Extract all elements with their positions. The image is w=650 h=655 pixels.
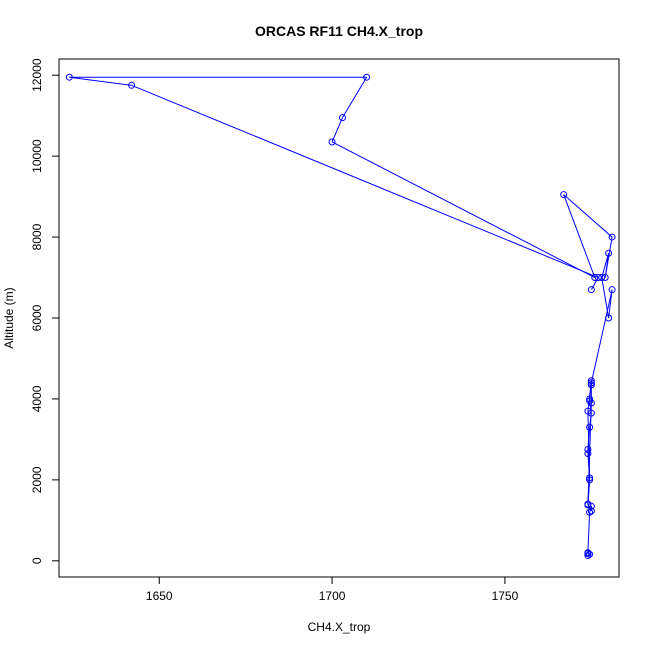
y-tick-label: 4000	[30, 385, 44, 412]
data-point	[591, 274, 599, 282]
data-point	[594, 274, 602, 282]
x-axis-label: CH4.X_trop	[308, 620, 371, 634]
x-tick-label: 1650	[146, 589, 173, 603]
data-point	[584, 552, 592, 560]
data-point	[586, 476, 594, 484]
x-tick-label: 1700	[319, 589, 346, 603]
data-point	[587, 399, 595, 407]
data-point	[584, 501, 592, 509]
data-point	[605, 249, 613, 257]
y-tick-label: 0	[30, 557, 44, 564]
y-tick-label: 2000	[30, 466, 44, 493]
y-tick-label: 12000	[30, 58, 44, 92]
data-point	[584, 549, 592, 557]
series-segment	[590, 289, 613, 383]
series-segment	[587, 553, 590, 555]
plot-frame	[58, 58, 620, 578]
series-segment	[601, 253, 610, 278]
x-tick-label: 1750	[492, 589, 519, 603]
data-point	[586, 508, 594, 516]
data-point	[608, 286, 616, 294]
data-point	[605, 314, 613, 322]
series-segment	[608, 289, 613, 319]
series-segment	[331, 141, 596, 278]
data-point	[587, 286, 595, 294]
data-point	[586, 395, 594, 403]
data-point	[587, 377, 595, 385]
data-point	[598, 274, 606, 282]
y-tick-label: 6000	[30, 304, 44, 331]
data-point	[338, 114, 346, 122]
data-point	[587, 379, 595, 387]
data-point	[586, 474, 594, 482]
data-point	[128, 81, 136, 89]
series-segment	[563, 194, 613, 238]
data-point	[65, 73, 73, 81]
series-segment	[69, 76, 132, 86]
series-layer	[65, 73, 616, 560]
series-segment	[601, 277, 610, 319]
series-segment	[342, 76, 368, 118]
data-point	[586, 397, 594, 405]
data-point	[601, 274, 609, 282]
data-point	[328, 138, 336, 146]
data-point	[584, 407, 592, 415]
data-point	[608, 233, 616, 241]
data-point	[587, 502, 595, 510]
data-point	[584, 450, 592, 458]
series-segment	[331, 117, 343, 143]
series-segment	[587, 512, 591, 553]
data-point	[584, 446, 592, 454]
chart-title: ORCAS RF11 CH4.X_trop	[255, 23, 423, 39]
data-point	[586, 423, 594, 431]
data-point	[587, 507, 595, 515]
y-tick-label: 8000	[30, 223, 44, 250]
data-point	[560, 191, 568, 199]
series-segment	[131, 84, 599, 278]
data-point	[587, 409, 595, 417]
series-segment	[587, 402, 592, 505]
y-axis: 0 2000 4000 6000 8000 10000 12000	[30, 58, 60, 564]
series-segment	[604, 236, 613, 278]
data-point	[587, 381, 595, 389]
data-point	[363, 73, 371, 81]
x-axis: 1650 1700 1750	[146, 576, 519, 603]
series-segment	[563, 194, 596, 278]
y-tick-label: 10000	[30, 139, 44, 173]
y-axis-label: Altitude (m)	[2, 287, 16, 348]
